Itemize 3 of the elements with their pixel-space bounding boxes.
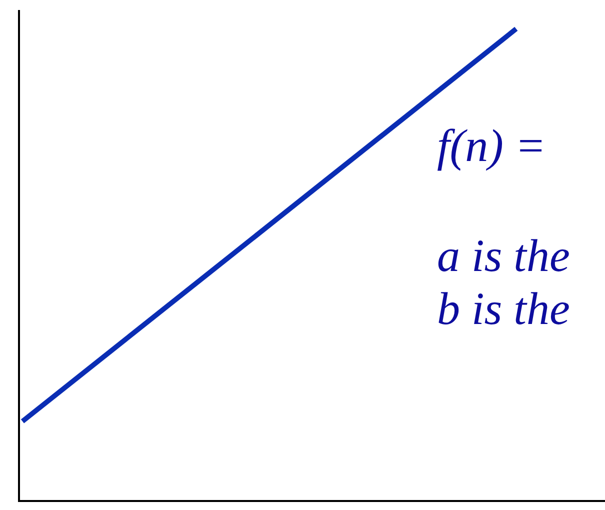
annotation: a is the (437, 230, 570, 281)
annotation: b is the (437, 283, 570, 334)
annotation: f(n) = (437, 120, 546, 171)
